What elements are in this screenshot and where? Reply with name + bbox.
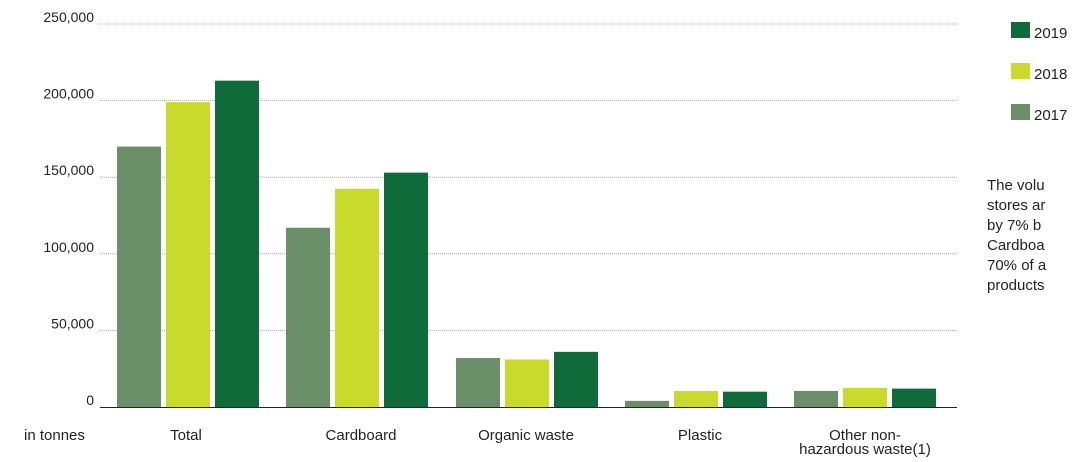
note-line-6: products (987, 277, 1045, 294)
note-line-3: by 7% b (987, 217, 1042, 234)
bar-total-2018 (166, 102, 210, 407)
y-tick-label: 250,000 (43, 9, 94, 25)
bar-organic-waste-2017 (456, 357, 500, 407)
note-line-5: 70% of a (987, 257, 1047, 274)
bars (117, 80, 936, 408)
bar-total-2017 (117, 146, 161, 407)
legend: 2019 2018 2017 (1011, 22, 1067, 124)
y-tick-label: 100,000 (43, 239, 94, 255)
bar-other-non-hazardous-waste-2018 (843, 387, 887, 407)
y-unit-label: in tonnes (24, 427, 85, 444)
y-tick-label: 0 (86, 392, 94, 408)
note-line-1: The volu (987, 177, 1045, 194)
y-axis-ticks: 0 50,000 100,000 150,000 200,000 250,000 (43, 9, 94, 408)
bar-total-2019 (215, 80, 259, 408)
x-category-label: Organic waste (478, 427, 574, 444)
legend-swatch-2019 (1011, 22, 1030, 38)
y-tick-label: 50,000 (51, 315, 94, 331)
legend-label-2018: 2018 (1034, 66, 1067, 83)
bar-organic-waste-2018 (505, 359, 549, 407)
category-labels: Total Cardboard Organic waste Plastic Other … (170, 427, 931, 458)
note-line-4: Cardboa (987, 237, 1045, 254)
bar-organic-waste-2019 (554, 351, 598, 407)
legend-label-2017: 2017 (1034, 107, 1067, 124)
bar-plastic-2017 (625, 400, 669, 407)
bar-cardboard-2017 (286, 227, 330, 407)
y-tick-label: 150,000 (43, 162, 94, 178)
x-category-label: Other non- (829, 427, 901, 444)
note-line-2: stores ar (987, 197, 1046, 214)
x-category-label: hazardous waste(1) (799, 441, 931, 458)
bar-cardboard-2019 (384, 172, 428, 407)
bar-cardboard-2018 (335, 188, 379, 407)
legend-swatch-2017 (1011, 104, 1030, 120)
x-category-label: Total (170, 427, 202, 444)
y-tick-label: 200,000 (43, 86, 94, 102)
x-category-label: Cardboard (326, 427, 397, 444)
bar-other-non-hazardous-waste-2017 (794, 390, 838, 407)
legend-swatch-2018 (1011, 63, 1030, 79)
legend-label-2019: 2019 (1034, 25, 1067, 42)
side-note: The volu stores ar by 7% b Cardboa 70% o… (987, 176, 1087, 296)
bar-other-non-hazardous-waste-2019 (892, 388, 936, 407)
x-category-label: Plastic (678, 427, 723, 444)
bar-plastic-2019 (723, 391, 767, 407)
bar-plastic-2018 (674, 390, 718, 407)
